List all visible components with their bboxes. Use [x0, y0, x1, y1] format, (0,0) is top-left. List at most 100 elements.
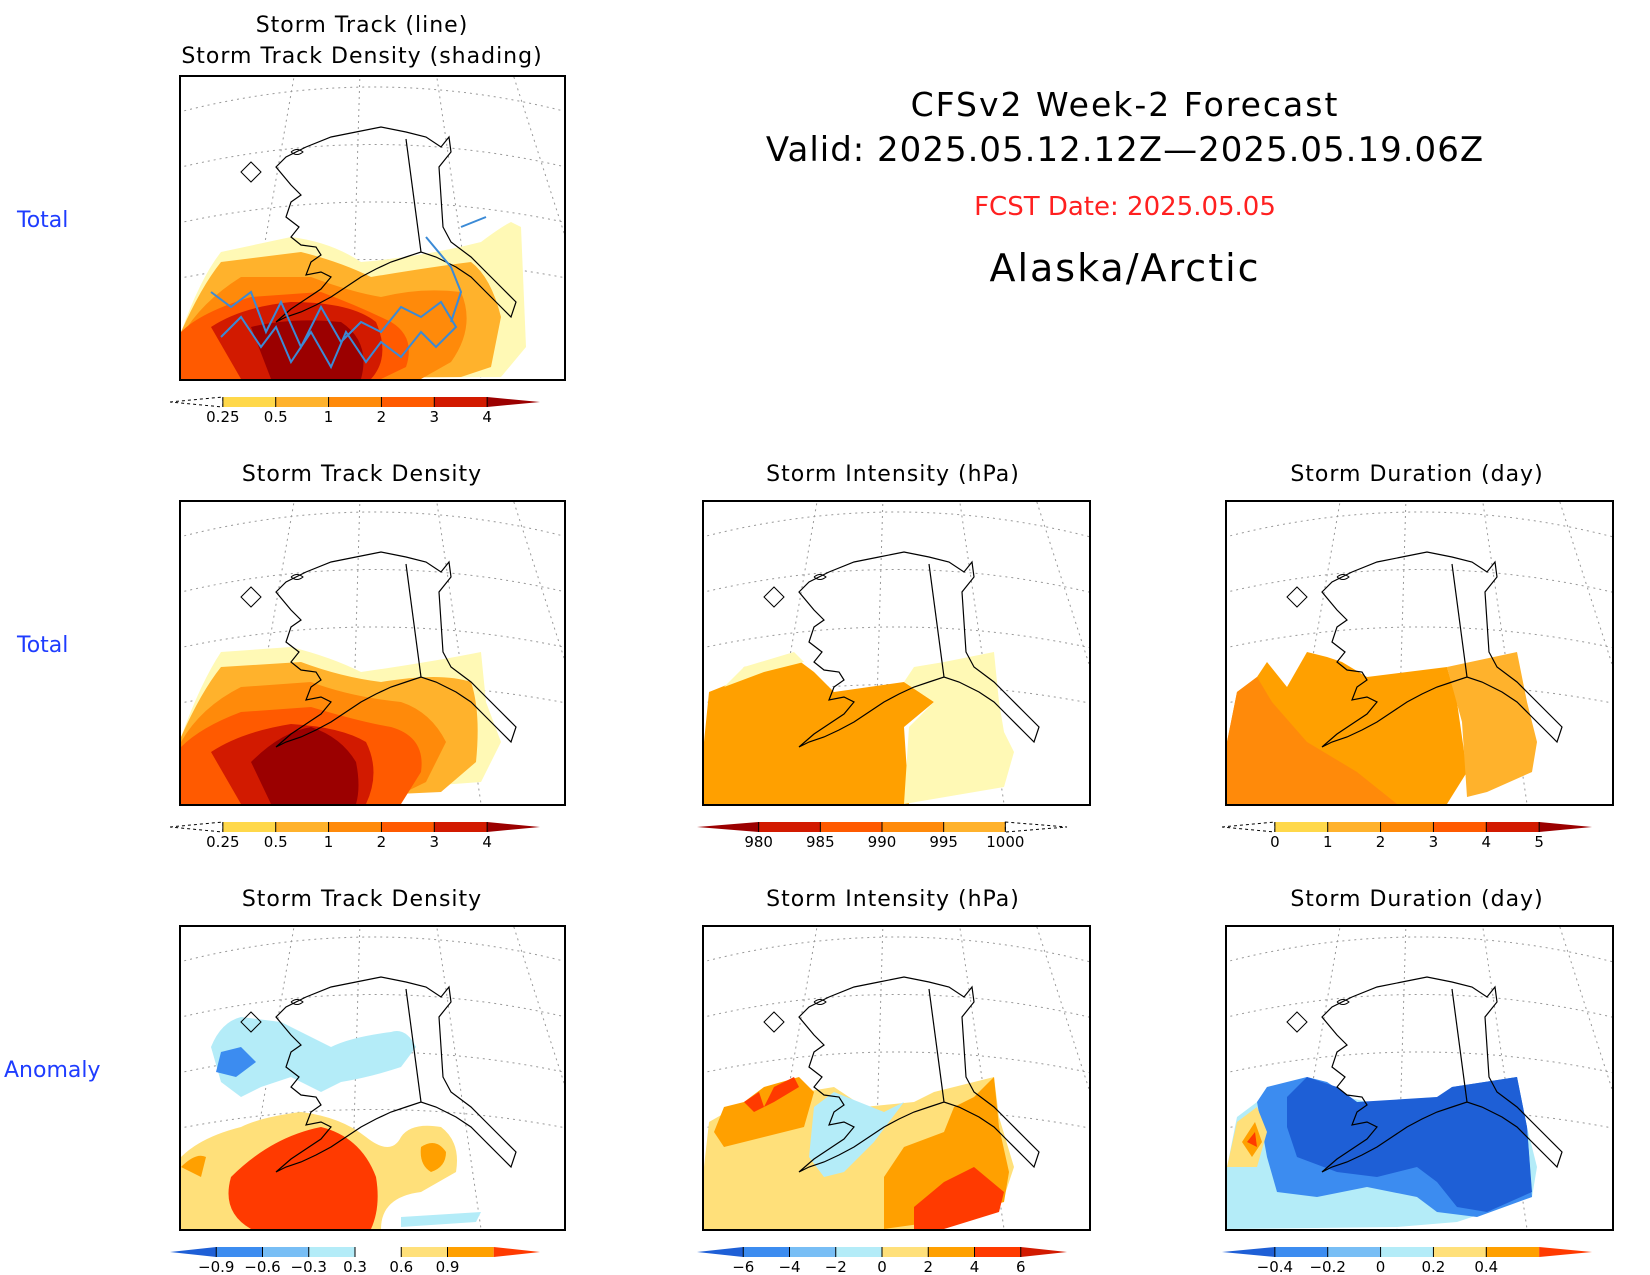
colorbar-tick-label: −0.4	[1257, 1258, 1293, 1275]
anom-shade-pos-west	[181, 1155, 206, 1177]
colorbar-density-anomaly: −0.9 −0.6 −0.3 0.3 0.6 0.9	[170, 1247, 540, 1275]
colorbar-tick-label: 6	[1016, 1258, 1026, 1275]
colorbar-tick-label: −4	[778, 1258, 800, 1275]
meridian-line	[1559, 927, 1612, 1091]
colorbar-segment	[1433, 822, 1487, 832]
colorbar-density-track: 0.25 0.5 1 2 3 4	[170, 396, 540, 425]
parallel-line	[704, 626, 1089, 649]
colorbar-tick-label: −2	[825, 1258, 847, 1275]
parallel-line	[1227, 569, 1612, 593]
colorbar-segment	[275, 397, 329, 407]
coastline-outline	[240, 551, 517, 748]
row-label-total-2: Total	[17, 633, 69, 658]
colorbar-tick-label: 0.4	[1474, 1258, 1498, 1275]
colorbar-intensity-total: 980 985 990 995 1000	[697, 821, 1068, 850]
colorbar-segment	[170, 1247, 217, 1257]
border-line	[405, 563, 422, 678]
parallel-line	[1227, 626, 1612, 649]
colorbar-segment	[1539, 822, 1592, 832]
map-panel-intensity-anomaly	[702, 925, 1091, 1231]
colorbar-tick-label: 3	[430, 833, 440, 850]
colorbar-segment	[1433, 1247, 1487, 1257]
colorbar-tick-label: 0	[1270, 833, 1280, 850]
parallel-line	[704, 511, 1089, 538]
colorbar-segment	[1004, 821, 1068, 833]
colorbar-tick-label: −0.9	[198, 1258, 234, 1275]
panel-title-density-anomaly: Storm Track Density	[241, 887, 483, 912]
colorbar-tick-label: 2	[1376, 833, 1386, 850]
parallel-line	[704, 1051, 1089, 1074]
colorbar-segment	[1327, 822, 1381, 832]
colorbar-tick-label: 4	[970, 1258, 980, 1275]
colorbar-segment	[328, 822, 382, 832]
colorbar-segment	[401, 1247, 448, 1257]
parallel-line	[181, 144, 564, 168]
parallel-line	[181, 569, 564, 593]
colorbar-segment	[262, 1247, 309, 1257]
colorbar-segment	[487, 397, 540, 407]
meridian-line	[513, 502, 564, 660]
colorbar-segment	[743, 1247, 790, 1257]
meridian-line	[1559, 502, 1612, 666]
intensity-shade-1000-west	[724, 652, 804, 687]
alaska-coastline	[1321, 976, 1563, 1173]
colorbar-tick-label: −0.3	[291, 1258, 327, 1275]
colorbar-segment	[697, 822, 759, 832]
colorbar-segment	[1380, 1247, 1434, 1257]
region-name: Alaska/Arctic	[989, 246, 1261, 290]
anom-shade-neg-light	[211, 1017, 416, 1097]
anom-shade-neg	[216, 1047, 256, 1077]
colorbar-tick-label: 0	[877, 1258, 887, 1275]
intensity-anom-shade-neg	[809, 1092, 904, 1177]
colorbar-tick-label: 2	[923, 1258, 933, 1275]
coastline-outline	[240, 976, 517, 1173]
parallel-line	[704, 994, 1089, 1018]
parallel-line	[181, 86, 564, 113]
intensity-anom-shade-strong-east	[914, 1167, 1004, 1229]
colorbar-tick-label: 0.5	[264, 833, 288, 850]
map-panel-track	[179, 75, 566, 381]
colorbar-segment	[928, 1247, 975, 1257]
alaska-coastline	[798, 976, 1040, 1173]
colorbar-segment	[882, 822, 944, 832]
intensity-anom-shade-strong-west	[744, 1077, 799, 1112]
parallel-line	[181, 936, 564, 963]
colorbar-tick-label: 2	[377, 408, 387, 425]
island-outline	[1286, 586, 1308, 608]
meridian-line	[1036, 502, 1089, 666]
colorbar-tick-label: 0.6	[389, 1258, 413, 1275]
border-line	[1451, 563, 1468, 678]
row-label-total-1: Total	[17, 208, 69, 233]
map-panel-duration-total	[1225, 500, 1614, 806]
colorbar-intensity-anomaly: −6 −4 −2 0 2 4 6	[697, 1247, 1067, 1275]
island-outline	[240, 161, 262, 183]
border-line	[1451, 988, 1468, 1103]
colorbar-tick-label: 1000	[986, 833, 1024, 850]
colorbar-duration-anomaly: −0.4 −0.2 0 0.2 0.4	[1222, 1247, 1592, 1275]
colorbar-tick-label: 995	[929, 833, 958, 850]
row-label-anomaly: Anomaly	[4, 1058, 101, 1083]
colorbar-tick-label: 1	[1323, 833, 1333, 850]
colorbar-segment	[434, 822, 488, 832]
alaska-coastline	[275, 126, 517, 323]
colorbar-segment	[1486, 1247, 1540, 1257]
colorbar-segment	[381, 397, 435, 407]
colorbar-tick-label: 1	[324, 408, 334, 425]
island-outline	[290, 999, 304, 1005]
panel-title-density-total: Storm Track Density	[241, 462, 483, 487]
colorbar-segment	[1020, 1247, 1067, 1257]
storm-track-line-east	[425, 236, 463, 323]
colorbar-tick-label: 3	[430, 408, 440, 425]
map-panel-density-total	[179, 500, 566, 806]
colorbar-segment	[1486, 822, 1540, 832]
colorbar-segment	[355, 1247, 402, 1257]
colorbar-tick-label: 4	[482, 408, 492, 425]
colorbar-segment	[308, 1247, 355, 1257]
colorbar-segment	[275, 822, 329, 832]
island-outline	[813, 574, 827, 580]
coastline-outline	[763, 551, 1040, 748]
colorbar-density-total: 0.25 0.5 1 2 3 4	[170, 821, 540, 850]
meridian-line	[513, 927, 564, 1085]
panel-title-duration-anomaly: Storm Duration (day)	[1290, 887, 1544, 912]
coastline-outline	[763, 976, 1040, 1173]
